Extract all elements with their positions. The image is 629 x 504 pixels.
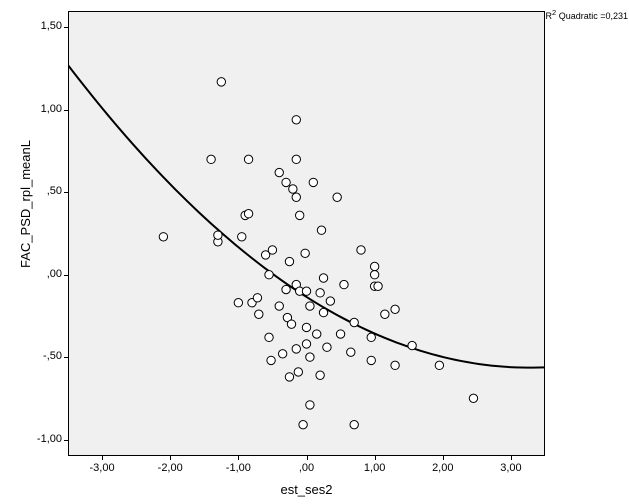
data-point bbox=[306, 353, 314, 361]
data-point bbox=[265, 333, 273, 341]
data-point bbox=[282, 178, 290, 186]
data-point bbox=[275, 302, 283, 310]
y-tick-mark bbox=[64, 192, 68, 193]
data-point bbox=[333, 193, 341, 201]
data-point bbox=[367, 356, 375, 364]
data-point bbox=[302, 340, 310, 348]
y-tick-label: ,00 bbox=[47, 268, 62, 280]
x-axis-label: est_ses2 bbox=[68, 482, 545, 497]
data-point bbox=[265, 271, 273, 279]
x-tick-label: 1,00 bbox=[355, 462, 395, 474]
data-point bbox=[278, 350, 286, 358]
data-point bbox=[302, 287, 310, 295]
x-tick-label: 2,00 bbox=[423, 462, 463, 474]
data-point bbox=[207, 155, 215, 163]
x-tick-label: ,00 bbox=[287, 462, 327, 474]
data-point bbox=[367, 333, 375, 341]
data-point bbox=[435, 361, 443, 369]
data-point bbox=[313, 330, 321, 338]
data-point bbox=[370, 262, 378, 270]
data-point bbox=[255, 310, 263, 318]
x-tick-mark bbox=[511, 456, 512, 460]
data-point bbox=[357, 246, 365, 254]
data-point bbox=[253, 294, 261, 302]
x-tick-label: -3,00 bbox=[82, 462, 122, 474]
data-point bbox=[282, 285, 290, 293]
data-point bbox=[347, 348, 355, 356]
y-tick-mark bbox=[64, 357, 68, 358]
data-point bbox=[316, 371, 324, 379]
data-point bbox=[294, 368, 302, 376]
data-point bbox=[299, 420, 307, 428]
data-point bbox=[234, 299, 242, 307]
y-tick-label: ,50 bbox=[47, 185, 62, 197]
x-tick-mark bbox=[102, 456, 103, 460]
data-point bbox=[374, 282, 382, 290]
data-point bbox=[326, 297, 334, 305]
data-point bbox=[295, 211, 303, 219]
data-point bbox=[267, 356, 275, 364]
data-point bbox=[302, 323, 310, 331]
x-tick-mark bbox=[443, 456, 444, 460]
y-tick-label: 1,50 bbox=[41, 20, 62, 32]
x-tick-label: 3,00 bbox=[491, 462, 531, 474]
data-point bbox=[306, 302, 314, 310]
y-tick-mark bbox=[64, 275, 68, 276]
data-point bbox=[408, 341, 416, 349]
data-point bbox=[317, 226, 325, 234]
data-point bbox=[238, 233, 246, 241]
y-tick-label: 1,00 bbox=[41, 103, 62, 115]
data-point bbox=[292, 193, 300, 201]
y-tick-mark bbox=[64, 440, 68, 441]
data-point bbox=[287, 320, 295, 328]
chart-svg bbox=[0, 0, 629, 504]
x-tick-mark bbox=[170, 456, 171, 460]
data-point bbox=[319, 308, 327, 316]
data-point bbox=[381, 310, 389, 318]
data-point bbox=[370, 271, 378, 279]
x-tick-label: -1,00 bbox=[218, 462, 258, 474]
y-tick-mark bbox=[64, 27, 68, 28]
data-point bbox=[292, 155, 300, 163]
data-point bbox=[316, 289, 324, 297]
y-tick-label: -,50 bbox=[43, 350, 62, 362]
r-squared-annotation: R2 Quadratic =0,231 bbox=[546, 8, 628, 21]
data-point bbox=[391, 361, 399, 369]
data-point bbox=[350, 420, 358, 428]
data-point bbox=[336, 330, 344, 338]
data-point bbox=[306, 401, 314, 409]
y-tick-label: -1,00 bbox=[37, 433, 62, 445]
data-point bbox=[285, 257, 293, 265]
x-tick-label: -2,00 bbox=[150, 462, 190, 474]
data-point bbox=[217, 78, 225, 86]
fit-curve bbox=[68, 65, 545, 368]
x-tick-mark bbox=[307, 456, 308, 460]
y-tick-mark bbox=[64, 110, 68, 111]
data-point bbox=[301, 249, 309, 257]
data-point bbox=[214, 231, 222, 239]
data-point bbox=[309, 178, 317, 186]
data-point bbox=[292, 116, 300, 124]
data-point bbox=[292, 345, 300, 353]
data-point bbox=[289, 185, 297, 193]
data-point bbox=[319, 274, 327, 282]
x-tick-mark bbox=[238, 456, 239, 460]
data-point bbox=[323, 343, 331, 351]
data-point bbox=[244, 210, 252, 218]
data-point bbox=[285, 373, 293, 381]
data-point bbox=[340, 280, 348, 288]
data-point bbox=[268, 246, 276, 254]
data-point bbox=[469, 394, 477, 402]
y-axis-label: FAC_PSD_rpl_meanL bbox=[18, 104, 33, 304]
data-point bbox=[275, 168, 283, 176]
data-point bbox=[391, 305, 399, 313]
x-tick-mark bbox=[375, 456, 376, 460]
data-point bbox=[350, 318, 358, 326]
data-point bbox=[159, 233, 167, 241]
data-point bbox=[244, 155, 252, 163]
chart-container: FAC_PSD_rpl_meanL est_ses2 R2 Quadratic … bbox=[0, 0, 629, 504]
